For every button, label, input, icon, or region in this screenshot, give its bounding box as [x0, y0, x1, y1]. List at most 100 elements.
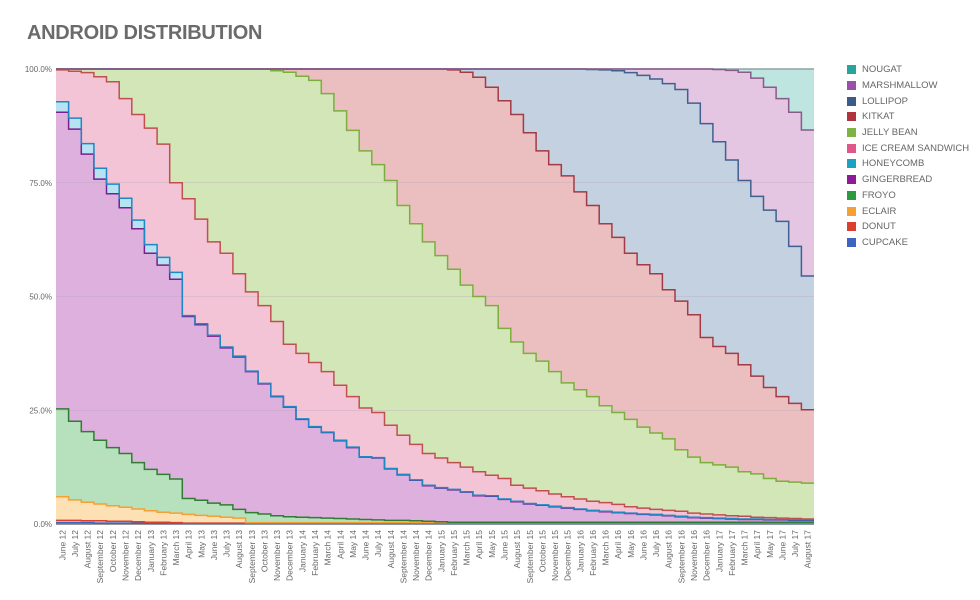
legend-swatch-icon	[847, 175, 856, 185]
stacked-area-chart: 0.0% 25.0% 50.0% 75.0% 100.0% June 12 July 12…	[25, 65, 814, 584]
x-tick-label: May 16	[626, 530, 636, 558]
x-tick-label: August 14	[386, 530, 396, 569]
legend-swatch-icon	[847, 65, 856, 75]
x-axis: June 12 July 12 August 12 September 12 Octob…	[57, 530, 812, 584]
x-tick-label: September 13	[247, 530, 257, 584]
x-tick-label: July 17	[790, 530, 800, 557]
x-tick-label: February 14	[310, 530, 320, 576]
legend-swatch-icon	[847, 159, 856, 169]
x-tick-label: September 15	[525, 530, 535, 584]
x-tick-label: June 15	[499, 530, 509, 561]
x-tick-label: December 16	[702, 530, 712, 581]
legend-swatch-icon	[847, 206, 856, 216]
area-lollipop	[56, 69, 814, 410]
x-tick-label: April 15	[474, 530, 484, 559]
legend-swatch-icon	[847, 112, 856, 122]
x-tick-label: April 17	[752, 530, 762, 559]
line-honeycomb	[56, 101, 814, 521]
legend-swatch-icon	[847, 128, 856, 138]
x-tick-label: January 17	[714, 530, 724, 572]
legend-item-nougat[interactable]: NOUGAT	[847, 62, 969, 78]
x-tick-label: December 13	[285, 530, 295, 581]
legend-item-marshmallow[interactable]: MARSHMALLOW	[847, 78, 969, 94]
legend-swatch-icon	[847, 96, 856, 106]
x-tick-label: July 12	[70, 530, 80, 557]
legend-item-kitkat[interactable]: KITKAT	[847, 109, 969, 125]
x-tick-label: August 12	[83, 530, 93, 569]
legend-item-ice-cream-sandwich[interactable]: ICE CREAM SANDWICH	[847, 140, 969, 156]
x-tick-label: January 13	[146, 530, 156, 572]
legend-swatch-icon	[847, 237, 856, 247]
x-tick-label: June 16	[638, 530, 648, 561]
x-tick-label: July 13	[222, 530, 232, 557]
legend-item-eclair[interactable]: ECLAIR	[847, 203, 969, 219]
legend-label: DONUT	[862, 221, 896, 233]
x-tick-label: July 16	[651, 530, 661, 557]
x-tick-label: May 17	[765, 530, 775, 558]
legend-label: KITKAT	[862, 111, 895, 123]
legend-item-jelly-bean[interactable]: JELLY BEAN	[847, 125, 969, 141]
x-tick-label: May 15	[487, 530, 497, 558]
x-tick-label: December 15	[563, 530, 573, 581]
x-tick-label: November 14	[411, 530, 421, 581]
x-tick-label: June 13	[209, 530, 219, 561]
legend-swatch-icon	[847, 81, 856, 91]
x-tick-label: March 16	[601, 530, 611, 566]
y-tick-label: 75.0%	[29, 179, 52, 188]
legend-item-gingerbread[interactable]: GINGERBREAD	[847, 172, 969, 188]
legend-label: MARSHMALLOW	[862, 80, 938, 92]
x-tick-label: February 13	[158, 530, 168, 576]
area-jelly-bean	[56, 69, 814, 519]
chart-title: ANDROID DISTRIBUTION	[27, 22, 263, 44]
legend-item-honeycomb[interactable]: HONEYCOMB	[847, 156, 969, 172]
legend-label: ECLAIR	[862, 205, 897, 217]
y-axis: 0.0% 25.0% 50.0% 75.0% 100.0%	[25, 65, 52, 529]
x-tick-label: August 17	[803, 530, 813, 569]
x-tick-label: January 14	[297, 530, 307, 572]
x-tick-label: August 15	[512, 530, 522, 569]
y-tick-label: 50.0%	[29, 293, 52, 302]
legend-label: ICE CREAM SANDWICH	[862, 142, 970, 154]
x-tick-label: June 12	[57, 530, 67, 561]
legend-label: HONEYCOMB	[862, 158, 925, 170]
area-kitkat	[56, 69, 814, 484]
x-tick-label: March 17	[740, 530, 750, 566]
x-tick-label: March 13	[171, 530, 181, 566]
x-tick-label: November 16	[689, 530, 699, 581]
legend-label: LOLLIPOP	[862, 95, 908, 107]
legend-label: CUPCAKE	[862, 236, 908, 248]
x-tick-label: November 15	[550, 530, 560, 581]
legend-item-donut[interactable]: DONUT	[847, 219, 969, 235]
x-tick-label: October 12	[108, 530, 118, 572]
x-tick-label: January 15	[436, 530, 446, 572]
x-tick-label: April 16	[613, 530, 623, 559]
x-tick-label: December 14	[424, 530, 434, 581]
x-tick-label: May 14	[348, 530, 358, 558]
x-tick-label: March 14	[323, 530, 333, 566]
x-tick-label: October 15	[537, 530, 547, 572]
x-tick-label: June 14	[361, 530, 371, 561]
legend-item-cupcake[interactable]: CUPCAKE	[847, 235, 969, 251]
x-tick-label: February 17	[727, 530, 737, 576]
legend-label: FROYO	[862, 189, 896, 201]
x-tick-label: July 14	[373, 530, 383, 557]
area-gingerbread	[56, 112, 814, 523]
chart-legend: NOUGAT MARSHMALLOW LOLLIPOP KITKAT JELLY BEA…	[847, 62, 969, 250]
legend-label: NOUGAT	[862, 64, 902, 76]
x-tick-label: February 16	[588, 530, 598, 576]
x-tick-label: September 14	[398, 530, 408, 584]
x-tick-label: September 12	[95, 530, 105, 584]
legend-item-froyo[interactable]: FROYO	[847, 188, 969, 204]
legend-label: JELLY BEAN	[862, 127, 918, 139]
x-tick-label: April 14	[335, 530, 345, 559]
line-ice-cream-sandwich	[56, 69, 814, 520]
x-tick-label: December 12	[133, 530, 143, 581]
y-tick-label: 25.0%	[29, 406, 52, 415]
x-tick-label: August 16	[664, 530, 674, 569]
line-marshmallow	[56, 68, 814, 131]
legend-item-lollipop[interactable]: LOLLIPOP	[847, 93, 969, 109]
x-tick-label: February 15	[449, 530, 459, 576]
x-tick-label: January 16	[575, 530, 585, 572]
legend-swatch-icon	[847, 222, 856, 232]
x-tick-label: March 15	[462, 530, 472, 566]
